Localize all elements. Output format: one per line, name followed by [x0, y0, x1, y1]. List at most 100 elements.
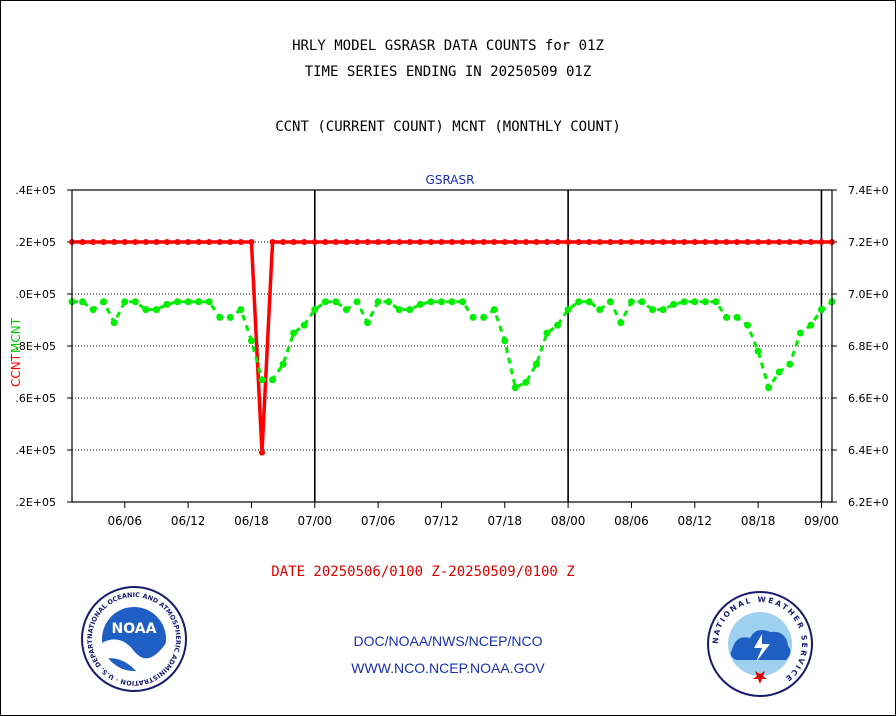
mcnt-point	[490, 306, 498, 314]
mcnt-point	[469, 313, 477, 321]
ccnt-point	[807, 239, 814, 245]
ccnt-point	[343, 239, 350, 245]
ytick-label-right: 6.2E+0	[848, 496, 889, 509]
mcnt-point	[786, 360, 794, 368]
mcnt-point	[353, 298, 361, 306]
mcnt-point	[311, 306, 319, 314]
mcnt-point	[501, 337, 509, 345]
mcnt-point	[712, 298, 720, 306]
ccnt-point	[544, 239, 550, 245]
ccnt-point	[765, 239, 772, 245]
ccnt-point	[480, 239, 487, 245]
ccnt-point	[660, 239, 667, 245]
ccnt-point	[575, 239, 582, 245]
ccnt-point	[354, 239, 360, 245]
mcnt-point	[691, 298, 699, 306]
mcnt-point	[121, 298, 129, 306]
mcnt-point	[585, 298, 593, 306]
ccnt-point	[237, 239, 244, 245]
ccnt-point	[259, 449, 265, 456]
mcnt-point	[163, 300, 171, 308]
chart-title-line2: TIME SERIES ENDING IN 20250509 01Z	[304, 64, 592, 80]
mcnt-point	[796, 329, 804, 337]
footer-link-doc[interactable]: DOC/NOAA/NWS/NCEP/NCO	[353, 633, 543, 649]
ccnt-point	[533, 239, 540, 245]
ccnt-point	[586, 239, 593, 245]
ytick-label-left: .0E+05	[15, 288, 56, 301]
ccnt-point	[301, 239, 308, 245]
mcnt-point	[564, 306, 572, 314]
mcnt-point	[649, 306, 657, 314]
ccnt-point	[100, 239, 107, 245]
ccnt-point	[755, 239, 762, 245]
ytick-label-left: .2E+05	[15, 496, 56, 509]
ccnt-point	[174, 239, 181, 245]
ccnt-point	[681, 239, 688, 245]
footer-link-website[interactable]: WWW.NCO.NCEP.NOAA.GOV	[351, 660, 545, 676]
y-axis-label-mcnt: MCNT	[9, 317, 23, 353]
xtick-label: 08/12	[677, 514, 712, 528]
ccnt-point	[427, 239, 434, 245]
xtick-label: 09/00	[804, 514, 839, 528]
mcnt-point	[459, 298, 467, 306]
mcnt-point	[670, 300, 678, 308]
ytick-label-left: .6E+05	[15, 392, 56, 405]
mcnt-point	[427, 298, 435, 306]
mcnt-point	[416, 300, 424, 308]
noaa-logo-text: NOAA	[112, 621, 157, 637]
mcnt-point	[247, 337, 255, 345]
ccnt-point	[734, 239, 740, 245]
ccnt-point	[501, 239, 508, 245]
ccnt-point	[744, 239, 751, 245]
mcnt-point	[226, 313, 234, 321]
ccnt-point	[290, 239, 297, 245]
mcnt-point	[733, 313, 741, 321]
mcnt-point	[205, 298, 213, 306]
ccnt-point	[153, 239, 160, 245]
ccnt-point	[195, 239, 202, 245]
mcnt-point	[532, 360, 540, 368]
mcnt-point	[237, 306, 245, 314]
mcnt-point	[575, 298, 583, 306]
ccnt-point	[522, 239, 529, 245]
ccnt-point	[639, 239, 645, 245]
grid-layer	[67, 189, 837, 503]
mcnt-point	[184, 298, 192, 306]
ccnt-point	[364, 239, 371, 245]
ytick-label-left: .2E+05	[15, 236, 56, 249]
mcnt-point	[342, 306, 350, 314]
ytick-label-right: 7.4E+0	[848, 184, 889, 197]
mcnt-point	[290, 329, 298, 337]
mcnt-point	[142, 306, 150, 314]
mcnt-point	[195, 298, 203, 306]
ccnt-point	[121, 239, 128, 245]
xtick-label: 07/12	[424, 514, 459, 528]
ytick-label-right: 6.6E+0	[848, 392, 889, 405]
mcnt-point	[543, 329, 551, 337]
ccnt-point	[385, 239, 392, 245]
xtick-label: 08/00	[551, 514, 586, 528]
ccnt-point	[406, 239, 413, 245]
ccnt-point	[691, 239, 698, 245]
mcnt-point	[258, 376, 266, 384]
mcnt-point	[385, 298, 393, 306]
mcnt-point	[79, 298, 87, 306]
ccnt-line	[72, 240, 832, 455]
mcnt-point	[617, 319, 625, 327]
ccnt-point	[470, 239, 477, 245]
ccnt-point	[142, 239, 149, 245]
ytick-label-left: .8E+05	[15, 340, 56, 353]
ccnt-point	[227, 239, 234, 245]
mcnt-point	[279, 360, 287, 368]
ccnt-point	[596, 239, 603, 245]
mcnt-point	[554, 321, 562, 329]
ccnt-point	[449, 239, 455, 245]
mcnt-point	[701, 298, 709, 306]
y-axis-right: 6.2E+0 6.4E+0 6.6E+0 6.8E+0 7.0E+0 7.2E+0 7.4E…	[848, 184, 889, 509]
mcnt-point	[89, 306, 97, 314]
mcnt-point	[807, 321, 815, 329]
ytick-label-right: 7.0E+0	[848, 288, 889, 301]
nws-logo: NATIONAL WEATHER SERVICE	[706, 590, 814, 698]
ccnt-point	[786, 239, 793, 245]
ccnt-point	[712, 239, 719, 245]
